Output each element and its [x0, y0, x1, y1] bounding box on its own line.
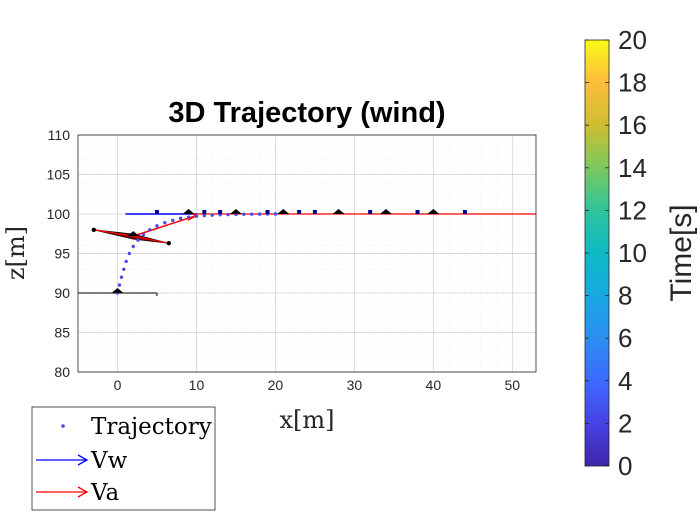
trajectory-point — [117, 283, 122, 287]
waypoint-marker — [297, 210, 302, 214]
trajectory-point — [178, 216, 183, 221]
plot-frame — [77, 134, 537, 373]
waypoint-marker — [265, 210, 270, 214]
waypoint-marker — [218, 210, 223, 214]
va-vector-line — [93, 229, 134, 237]
trajectory-point — [127, 251, 132, 256]
aircraft-marker — [427, 209, 440, 214]
y-tick-label: 90 — [54, 285, 70, 301]
waypoint-marker — [368, 210, 373, 214]
data-marks — [78, 209, 536, 297]
trajectory-point — [136, 238, 140, 242]
colorbar-tick-label: 2 — [618, 408, 632, 438]
aircraft-marker — [127, 231, 140, 237]
legend-trajectory-marker — [61, 424, 65, 428]
aircraft-marker — [182, 209, 195, 214]
waypoint-marker — [154, 210, 159, 214]
legend-box — [31, 406, 216, 511]
legend-vw-label: Vw — [90, 448, 128, 474]
trajectory-point — [226, 212, 230, 217]
plot-area: 0 10 20 30 40 50 80 85 90 95 100 105 110 — [47, 127, 537, 393]
waypoint-marker — [462, 210, 467, 214]
y-tick-label: 100 — [47, 206, 71, 222]
colorbar-tick-label: 4 — [618, 366, 632, 396]
trajectory-point — [124, 259, 128, 264]
aircraft-marker — [111, 288, 124, 293]
legend-va-arrowhead — [77, 486, 89, 498]
aircraft-marker — [229, 209, 242, 214]
trajectory-point — [119, 275, 124, 279]
x-tick-label: 10 — [189, 377, 205, 393]
x-ticks: 0 10 20 30 40 50 — [114, 377, 521, 393]
colorbar-tick-label: 20 — [618, 25, 647, 55]
colorbar-tick-label: 16 — [618, 110, 647, 140]
colorbar-tick-label: 14 — [618, 153, 647, 183]
colorbar-tick-label: 6 — [618, 323, 632, 353]
x-tick-label: 0 — [114, 377, 122, 393]
aircraft-wingtip — [91, 227, 96, 232]
trajectory-point — [242, 212, 246, 216]
waypoint-marker — [312, 210, 317, 214]
aircraft-marker — [332, 209, 345, 214]
colorbar-ticks: 0 2 4 6 8 10 12 14 16 18 20 — [585, 25, 647, 481]
y-axis-label: z[m] — [2, 226, 30, 280]
aircraft-marker — [379, 209, 392, 214]
va-vector-line — [133, 214, 197, 237]
legend-vw-arrowhead — [77, 454, 89, 466]
trajectory-point — [257, 212, 262, 216]
x-tick-label: 50 — [505, 377, 521, 393]
trajectory-point — [186, 215, 191, 219]
colorbar-tick-label: 12 — [618, 195, 647, 225]
colorbar-tick-label: 10 — [618, 238, 647, 268]
waypoint-marker — [202, 210, 207, 214]
waypoint-marker — [415, 210, 420, 214]
trajectory-point — [250, 212, 254, 216]
x-tick-label: 20 — [268, 377, 284, 393]
trajectory-point — [163, 220, 167, 225]
chart-title: 3D Trajectory (wind) — [168, 97, 445, 129]
x-tick-label: 40 — [426, 377, 442, 393]
y-tick-label: 80 — [54, 364, 70, 380]
x-tick-label: 30 — [347, 377, 363, 393]
x-axis-label: x[m] — [279, 406, 334, 434]
trajectory-point — [210, 213, 214, 217]
aircraft-marker — [277, 209, 290, 214]
y-tick-label: 105 — [47, 167, 71, 183]
y-tick-label: 85 — [54, 325, 70, 341]
colorbar-tick-label: 18 — [618, 68, 647, 98]
trajectory-point — [171, 218, 175, 223]
legend-trajectory-label: Trajectory — [91, 414, 212, 440]
trajectory-point — [155, 224, 159, 228]
va-vector-line — [133, 235, 169, 244]
legend-va-label: Va — [90, 480, 119, 506]
y-ticks: 80 85 90 95 100 105 110 — [47, 127, 71, 380]
trajectory-point — [141, 232, 146, 237]
colorbar-label: Time[s] — [665, 204, 698, 301]
trajectory-point — [122, 267, 126, 271]
trajectory-point — [148, 228, 152, 232]
y-tick-label: 95 — [54, 246, 70, 262]
aircraft-wingtip — [166, 241, 172, 246]
trajectory-point — [202, 213, 207, 218]
trajectory-point — [131, 244, 135, 249]
trajectory-point — [194, 214, 199, 218]
y-tick-label: 110 — [48, 127, 71, 143]
colorbar-tick-label: 0 — [618, 451, 632, 481]
trajectory-point — [273, 212, 278, 216]
colorbar-tick-label: 8 — [618, 281, 632, 311]
legend: Trajectory Vw Va — [31, 406, 216, 511]
